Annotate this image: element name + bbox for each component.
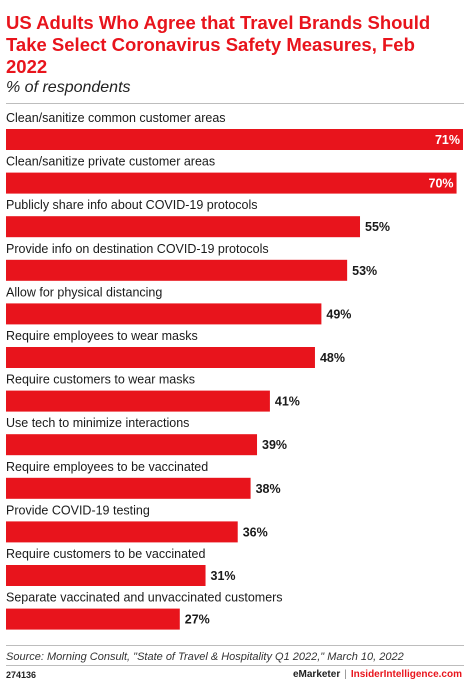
bar: [6, 216, 361, 238]
value-label: 38%: [256, 482, 281, 496]
value-label: 27%: [185, 613, 210, 627]
bar-chart: Clean/sanitize common customer areas 71% C…: [6, 111, 463, 630]
value-label: 70%: [429, 177, 454, 191]
category-label: Clean/sanitize common customer areas: [6, 111, 226, 125]
bar: [6, 608, 180, 630]
value-label: 53%: [352, 264, 377, 278]
brand-insider-intelligence: InsiderIntelligence.com: [350, 669, 462, 680]
source-note: Source: Morning Consult, "State of Trave…: [6, 651, 404, 663]
category-label: Separate vaccinated and unvaccinated cus…: [6, 591, 283, 605]
footer-divider: [6, 645, 464, 646]
bar: [6, 129, 463, 150]
bar: [6, 565, 206, 586]
bar: [6, 347, 315, 368]
value-label: 71%: [435, 133, 460, 147]
bar: [6, 434, 258, 456]
bar: [6, 477, 251, 499]
chart-title: US Adults Who Agree that Travel Brands S…: [6, 12, 431, 77]
value-label: 55%: [365, 220, 390, 234]
category-label: Require customers to wear masks: [6, 373, 195, 387]
brand-separator: |: [344, 669, 347, 680]
value-label: 31%: [211, 569, 236, 583]
value-label: 41%: [275, 395, 300, 409]
bar: [6, 172, 457, 194]
category-label: Require employees to be vaccinated: [6, 460, 208, 474]
category-label: Require customers to be vaccinated: [6, 547, 205, 561]
value-label: 49%: [326, 307, 351, 321]
chart-subtitle: % of respondents: [6, 79, 131, 96]
header-divider: [6, 103, 464, 104]
footer-divider-bottom: [6, 665, 464, 666]
category-label: Require employees to wear masks: [6, 329, 198, 343]
category-label: Publicly share info about COVID-19 proto…: [6, 198, 258, 212]
brand-emarketer: eMarketer: [292, 669, 341, 680]
category-label: Provide COVID-19 testing: [6, 503, 150, 517]
value-label: 39%: [262, 438, 287, 452]
bar: [6, 521, 238, 543]
category-label: Use tech to minimize interactions: [6, 416, 189, 430]
value-label: 48%: [320, 351, 345, 365]
chart-id: 274136: [6, 670, 37, 680]
value-label: 36%: [243, 525, 268, 539]
brand-footer: eMarketer | InsiderIntelligence.com: [293, 669, 462, 680]
category-label: Allow for physical distancing: [6, 285, 162, 299]
category-label: Provide info on destination COVID-19 pro…: [6, 242, 269, 256]
category-label: Clean/sanitize private customer areas: [6, 155, 215, 169]
bar: [6, 390, 270, 412]
bar: [6, 259, 348, 281]
bar: [6, 303, 322, 325]
